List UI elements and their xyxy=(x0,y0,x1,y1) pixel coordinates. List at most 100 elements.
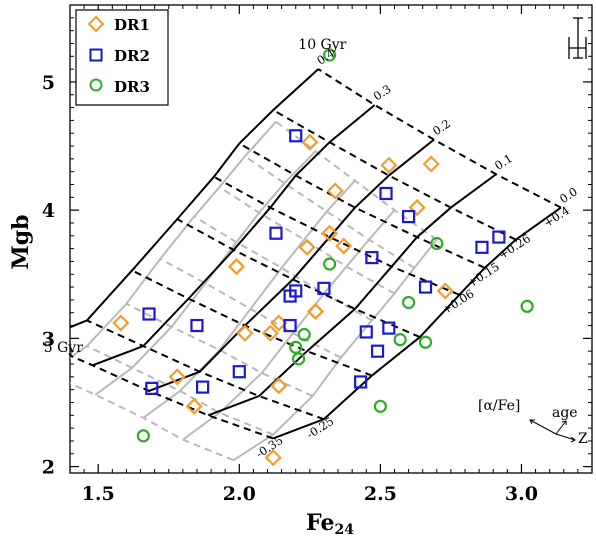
grid-line-alpha-10-gyr-2 xyxy=(148,138,435,392)
grid-line-z-5-gyr-7 xyxy=(70,382,235,462)
data-point-dr2-13 xyxy=(365,250,379,265)
data-point-dr3-6 xyxy=(373,399,387,413)
data-point-dr1-13 xyxy=(326,182,344,200)
grid-line-z-10-gyr-7 xyxy=(70,354,274,440)
model-grid-10-gyr xyxy=(70,68,562,440)
legend-marker-dr3 xyxy=(89,78,103,92)
data-point-dr2-11 xyxy=(354,375,368,389)
data-point-dr2-1 xyxy=(145,381,159,395)
data-point-dr2-12 xyxy=(359,325,373,339)
alpha-fe-annotation: [α/Fe] xyxy=(478,398,520,414)
data-point-dr2-20 xyxy=(492,230,506,244)
legend-label-dr1: DR1 xyxy=(114,16,150,34)
data-point-dr3-0 xyxy=(136,429,150,443)
x-tick-label-2.0: 2.0 xyxy=(223,483,256,505)
age-label-10-gyr: 10 Gyr xyxy=(298,37,346,53)
z-annotation: Z xyxy=(578,431,588,447)
data-point-dr2-4 xyxy=(232,365,246,379)
data-point-dr3-2 xyxy=(291,352,306,366)
grid-line-z-5-gyr-5 xyxy=(125,302,314,397)
data-point-dr2-2 xyxy=(190,318,204,333)
plot-frame xyxy=(69,4,593,474)
grid-line-z-10-gyr-0 xyxy=(317,68,562,209)
z-label-+0.15: +0.15 xyxy=(465,259,502,290)
y-axis-title: Mgb xyxy=(8,214,34,269)
grid-line-z-5-gyr-4 xyxy=(159,257,342,359)
data-point-dr2-16 xyxy=(382,321,396,335)
legend-label-dr2: DR2 xyxy=(114,47,150,65)
data-point-dr1-6 xyxy=(270,314,288,332)
data-point-dr2-0 xyxy=(142,307,156,321)
data-point-dr1-9 xyxy=(301,133,319,151)
grid-line-alpha-5-gyr-1 xyxy=(182,209,396,441)
grid-line-z-5-gyr-0 xyxy=(275,120,438,241)
z-label-+0.4: +0.4 xyxy=(541,203,572,230)
grid-line-alpha-10-gyr-3 xyxy=(92,104,376,367)
data-point-dr3-4 xyxy=(322,48,337,62)
grid-line-z-10-gyr-6 xyxy=(86,319,325,421)
legend-marker-dr1 xyxy=(87,15,105,33)
grid-line-alpha-10-gyr-0 xyxy=(272,206,562,440)
direction-arrows: [α/Fe] age Z xyxy=(478,398,588,447)
data-point-dr2-19 xyxy=(475,240,489,254)
data-point-dr1-10 xyxy=(298,238,316,256)
grid-line-z-5-gyr-1 xyxy=(244,155,415,269)
grid-line-z-10-gyr-5 xyxy=(131,269,373,377)
grid-line-alpha-5-gyr-4 xyxy=(70,121,277,359)
grid-line-alpha-10-gyr-4 xyxy=(70,68,319,329)
data-point-dr2-10 xyxy=(317,281,331,295)
y-tick-label-2: 2 xyxy=(42,457,55,479)
grid-line-z-10-gyr-3 xyxy=(213,175,460,296)
error-bar-cross xyxy=(568,17,587,59)
data-point-dr1-11 xyxy=(306,302,325,320)
data-point-dr1-18 xyxy=(436,282,454,300)
grid-line-alpha-5-gyr-0 xyxy=(233,239,438,462)
data-point-dr1-3 xyxy=(227,258,246,276)
data-point-dr3-5 xyxy=(322,257,337,271)
data-point-dr3-10 xyxy=(430,236,444,251)
data-point-dr1-12 xyxy=(321,224,339,242)
alpha-label-0.2: 0.2 xyxy=(430,116,453,138)
data-point-dr3-3 xyxy=(297,327,311,342)
data-point-dr2-18 xyxy=(418,280,433,294)
data-point-dr3-11 xyxy=(520,299,534,313)
legend-marker-dr2 xyxy=(89,48,103,62)
age-label-5-gyr: 5 Gyr xyxy=(44,340,83,356)
data-point-dr1-4 xyxy=(236,324,254,342)
data-point-dr2-3 xyxy=(196,380,210,394)
data-point-dr1-17 xyxy=(422,155,440,173)
age-annotation: age xyxy=(552,405,578,421)
x-tick-label-2.5: 2.5 xyxy=(364,483,397,505)
data-point-dr2-17 xyxy=(401,209,416,224)
data-point-dr1-5 xyxy=(261,324,279,342)
data-point-dr3-9 xyxy=(418,335,433,349)
model-grid-5-gyr xyxy=(70,120,438,462)
axis-ticks-layer: 1.5 2.0 2.5 3.0 2 3 4 5 xyxy=(42,5,592,505)
x-axis-title: Fe24 xyxy=(306,510,354,538)
legend: DR1 DR2 DR3 xyxy=(75,9,169,106)
grid-line-z-5-gyr-2 xyxy=(219,186,395,295)
alpha-label-0.3: 0.3 xyxy=(371,82,394,104)
data-point-dr1-1 xyxy=(168,368,186,386)
data-point-dr2-7 xyxy=(283,318,297,333)
x-tick-label-3.0: 3.0 xyxy=(505,483,538,505)
data-point-dr1-2 xyxy=(185,397,203,415)
model-grid-layer xyxy=(70,68,562,462)
x-tick-label-1.5: 1.5 xyxy=(82,483,115,505)
data-point-dr3-7 xyxy=(393,333,407,347)
grid-line-z-10-gyr-1 xyxy=(272,109,517,241)
grid-line-alpha-5-gyr-2 xyxy=(142,179,356,419)
data-point-dr2-14 xyxy=(370,344,385,358)
data-point-dr1-0 xyxy=(112,314,130,332)
series-dr1 xyxy=(112,133,454,467)
data-point-dr2-9 xyxy=(289,129,303,143)
grid-line-alpha-10-gyr-1 xyxy=(207,173,497,417)
data-point-dr1-15 xyxy=(380,156,398,174)
series-dr2 xyxy=(142,129,506,395)
y-tick-label-4: 4 xyxy=(42,200,55,222)
data-point-dr2-8 xyxy=(289,284,303,298)
x-axis-title-subscript: 24 xyxy=(334,522,354,538)
data-point-dr1-7 xyxy=(270,377,288,395)
y-tick-label-5: 5 xyxy=(42,72,55,94)
